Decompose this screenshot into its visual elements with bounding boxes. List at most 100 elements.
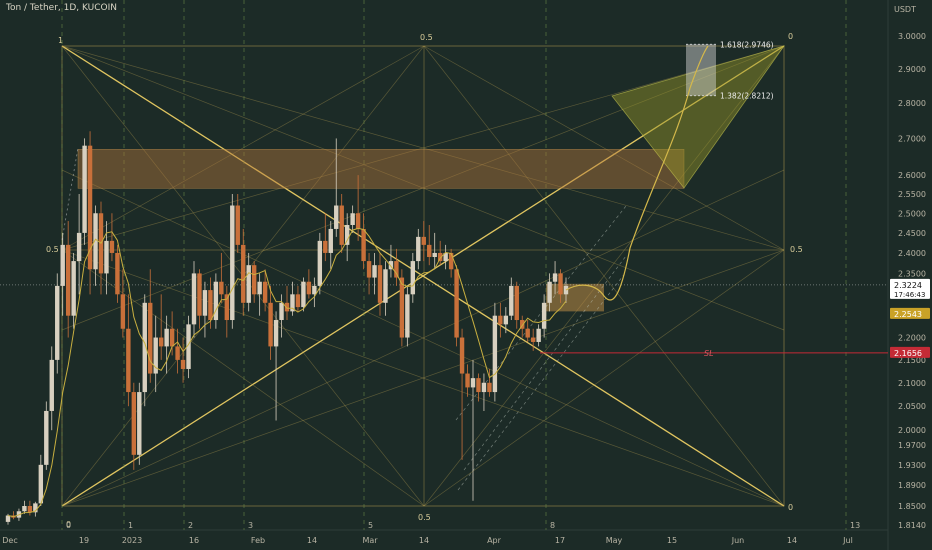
candle-body	[284, 302, 290, 312]
gann-fan-line	[61, 169, 785, 507]
channel-line	[463, 255, 627, 471]
gann-fan-line	[423, 45, 785, 507]
candle-body	[437, 252, 443, 262]
candle-body	[405, 294, 410, 338]
x-tick-label: Dec	[2, 536, 17, 545]
candle-body	[509, 285, 514, 316]
price-tag-value: 2.3224	[894, 281, 922, 290]
candle-body	[60, 244, 65, 286]
x-tick-label: Feb	[251, 536, 265, 545]
candle-body	[372, 265, 377, 278]
candle-body	[241, 244, 246, 303]
candle-body	[109, 240, 115, 253]
y-tick-label: 1.8140	[898, 521, 926, 530]
time-grid-label: 3	[248, 521, 253, 530]
candle-body	[197, 273, 202, 316]
y-tick-label: 2.0000	[898, 426, 926, 435]
x-tick-label: Mar	[362, 536, 378, 545]
candle-body	[191, 273, 197, 325]
candle-body	[153, 337, 158, 374]
candle-body	[306, 281, 312, 295]
candle-body	[202, 290, 208, 316]
y-tick-label: 2.7000	[898, 134, 926, 143]
candle-body	[421, 236, 426, 245]
time-grid-label: 5	[368, 521, 373, 530]
candle-body	[481, 382, 487, 393]
candle-body	[38, 464, 44, 504]
price-tag-bg	[890, 278, 930, 299]
gann-fan-line	[61, 169, 785, 507]
candle-body	[186, 324, 191, 369]
candle-body	[268, 302, 273, 347]
candle-body	[44, 410, 49, 465]
gann-label-top-right: 0	[788, 32, 793, 41]
y-tick-label: 1.8900	[898, 481, 926, 490]
y-axis-bg	[888, 0, 932, 550]
candle-body	[443, 252, 448, 262]
x-tick-label: 14	[787, 536, 797, 545]
price-tag-bg	[890, 307, 930, 319]
candle-body	[93, 213, 98, 270]
candle-body	[470, 378, 476, 388]
candle-body	[55, 285, 60, 360]
x-tick-label: 17	[555, 536, 565, 545]
candle-body	[142, 302, 147, 393]
candle-body	[366, 261, 372, 278]
candle-body	[536, 328, 541, 342]
candle-body	[344, 224, 350, 245]
candle-body	[454, 269, 459, 338]
gann-fan-line	[423, 249, 785, 507]
gann-fan-line	[61, 45, 785, 331]
x-tick-label: 16	[189, 536, 199, 545]
y-tick-label: 3.0000	[898, 32, 926, 41]
candle-body	[120, 294, 126, 329]
candle-body	[334, 205, 339, 229]
price-tag-value: 2.1656	[894, 349, 922, 358]
projection-path	[565, 45, 709, 301]
candle-body	[5, 515, 11, 522]
candle-body	[208, 290, 213, 321]
y-tick-label: 2.5000	[898, 209, 926, 218]
candle-body	[262, 281, 268, 303]
candle-body	[279, 302, 284, 321]
candle-body	[290, 294, 295, 312]
gann-fan-line	[423, 45, 785, 251]
gann-fan-line	[61, 249, 425, 507]
time-grid-label: 2	[188, 521, 193, 530]
fib-extension-label: 1.382(2.8212)	[720, 92, 774, 101]
y-tick-label: 2.1000	[898, 379, 926, 388]
candle-body	[377, 265, 383, 303]
candle-body	[530, 337, 536, 342]
candle-body	[76, 232, 82, 262]
gann-fan-line	[423, 45, 785, 507]
price-tag-value: 2.2543	[894, 310, 922, 319]
y-tick-label: 2.3500	[898, 269, 926, 278]
candle-body	[22, 506, 27, 512]
candle-body	[213, 281, 219, 321]
x-tick-label: Apr	[487, 536, 502, 545]
candle-body	[49, 359, 54, 411]
currency-label: USDT	[894, 5, 916, 14]
gann-label-bottom-right: 0	[788, 503, 793, 512]
fib-extension-box	[686, 44, 716, 96]
candle-body	[323, 240, 328, 253]
candle-body	[388, 261, 394, 270]
candle-body	[158, 337, 164, 347]
candle-body	[399, 277, 405, 338]
candle-body	[169, 328, 175, 347]
candle-body	[514, 285, 519, 321]
candle-body	[416, 236, 421, 262]
candle-body	[547, 281, 552, 303]
chart-title: Ton / Tether, 1D, KUCOIN	[6, 3, 118, 13]
x-tick-label: 15	[667, 536, 677, 545]
candle-body	[82, 145, 87, 233]
channel-line	[457, 271, 627, 491]
candle-body	[410, 261, 416, 295]
y-tick-label: 2.1500	[898, 356, 926, 365]
candle-body	[71, 261, 76, 316]
candle-body	[175, 346, 180, 360]
y-tick-label: 2.9000	[898, 65, 926, 74]
time-grid-label: 0	[66, 521, 71, 530]
